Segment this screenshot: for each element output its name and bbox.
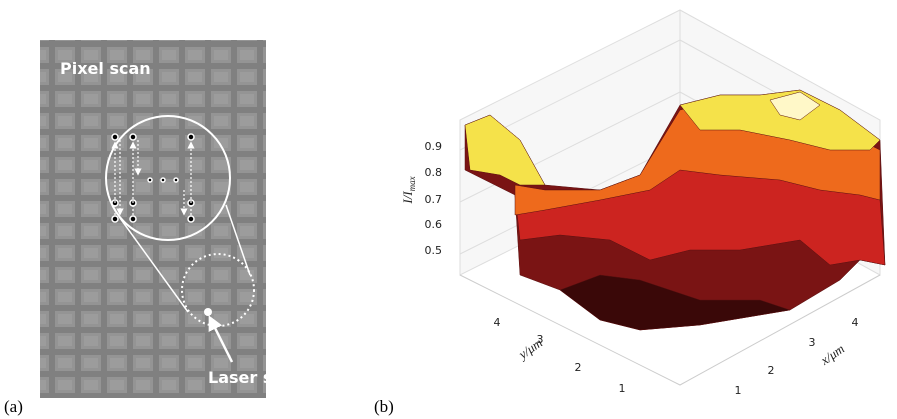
annotation: Laser spot xyxy=(208,368,303,387)
z-tick-label: 0.6 xyxy=(425,218,443,231)
y-tick-label: 3 xyxy=(537,333,544,346)
x-tick-label: 3 xyxy=(809,336,816,349)
micrograph-tint xyxy=(40,40,266,398)
y-tick-label: 2 xyxy=(575,361,582,374)
z-label-sub: max xyxy=(407,176,417,191)
z-tick-label: 0.5 xyxy=(425,244,443,257)
z-tick-label: 0.8 xyxy=(425,166,443,179)
z-label-main: I/I xyxy=(400,191,415,205)
x-axis-label: x/μm xyxy=(817,341,847,368)
panel-a: Pixel scan Laser spot (a) xyxy=(4,40,303,416)
y-tick-label: 1 xyxy=(619,382,626,395)
z-axis-label: I/Imax xyxy=(400,176,417,204)
z-tick-label: 0.7 xyxy=(425,193,443,206)
figure: Pixel scan Laser spot (a) xyxy=(0,0,897,419)
x-tick-label: 2 xyxy=(768,364,775,377)
x-tick-label: 1 xyxy=(735,384,742,397)
y-tick-label: 4 xyxy=(494,316,501,329)
panel-b: I/Imax y/μm x/μm (b) xyxy=(374,10,885,416)
panel-label: (b) xyxy=(374,397,394,416)
z-tick-label: 0.9 xyxy=(425,140,443,153)
x-tick-label: 4 xyxy=(852,316,859,329)
panel-label: (a) xyxy=(4,397,23,416)
laser-spot xyxy=(204,308,212,316)
panel-title: Pixel scan xyxy=(60,59,151,78)
